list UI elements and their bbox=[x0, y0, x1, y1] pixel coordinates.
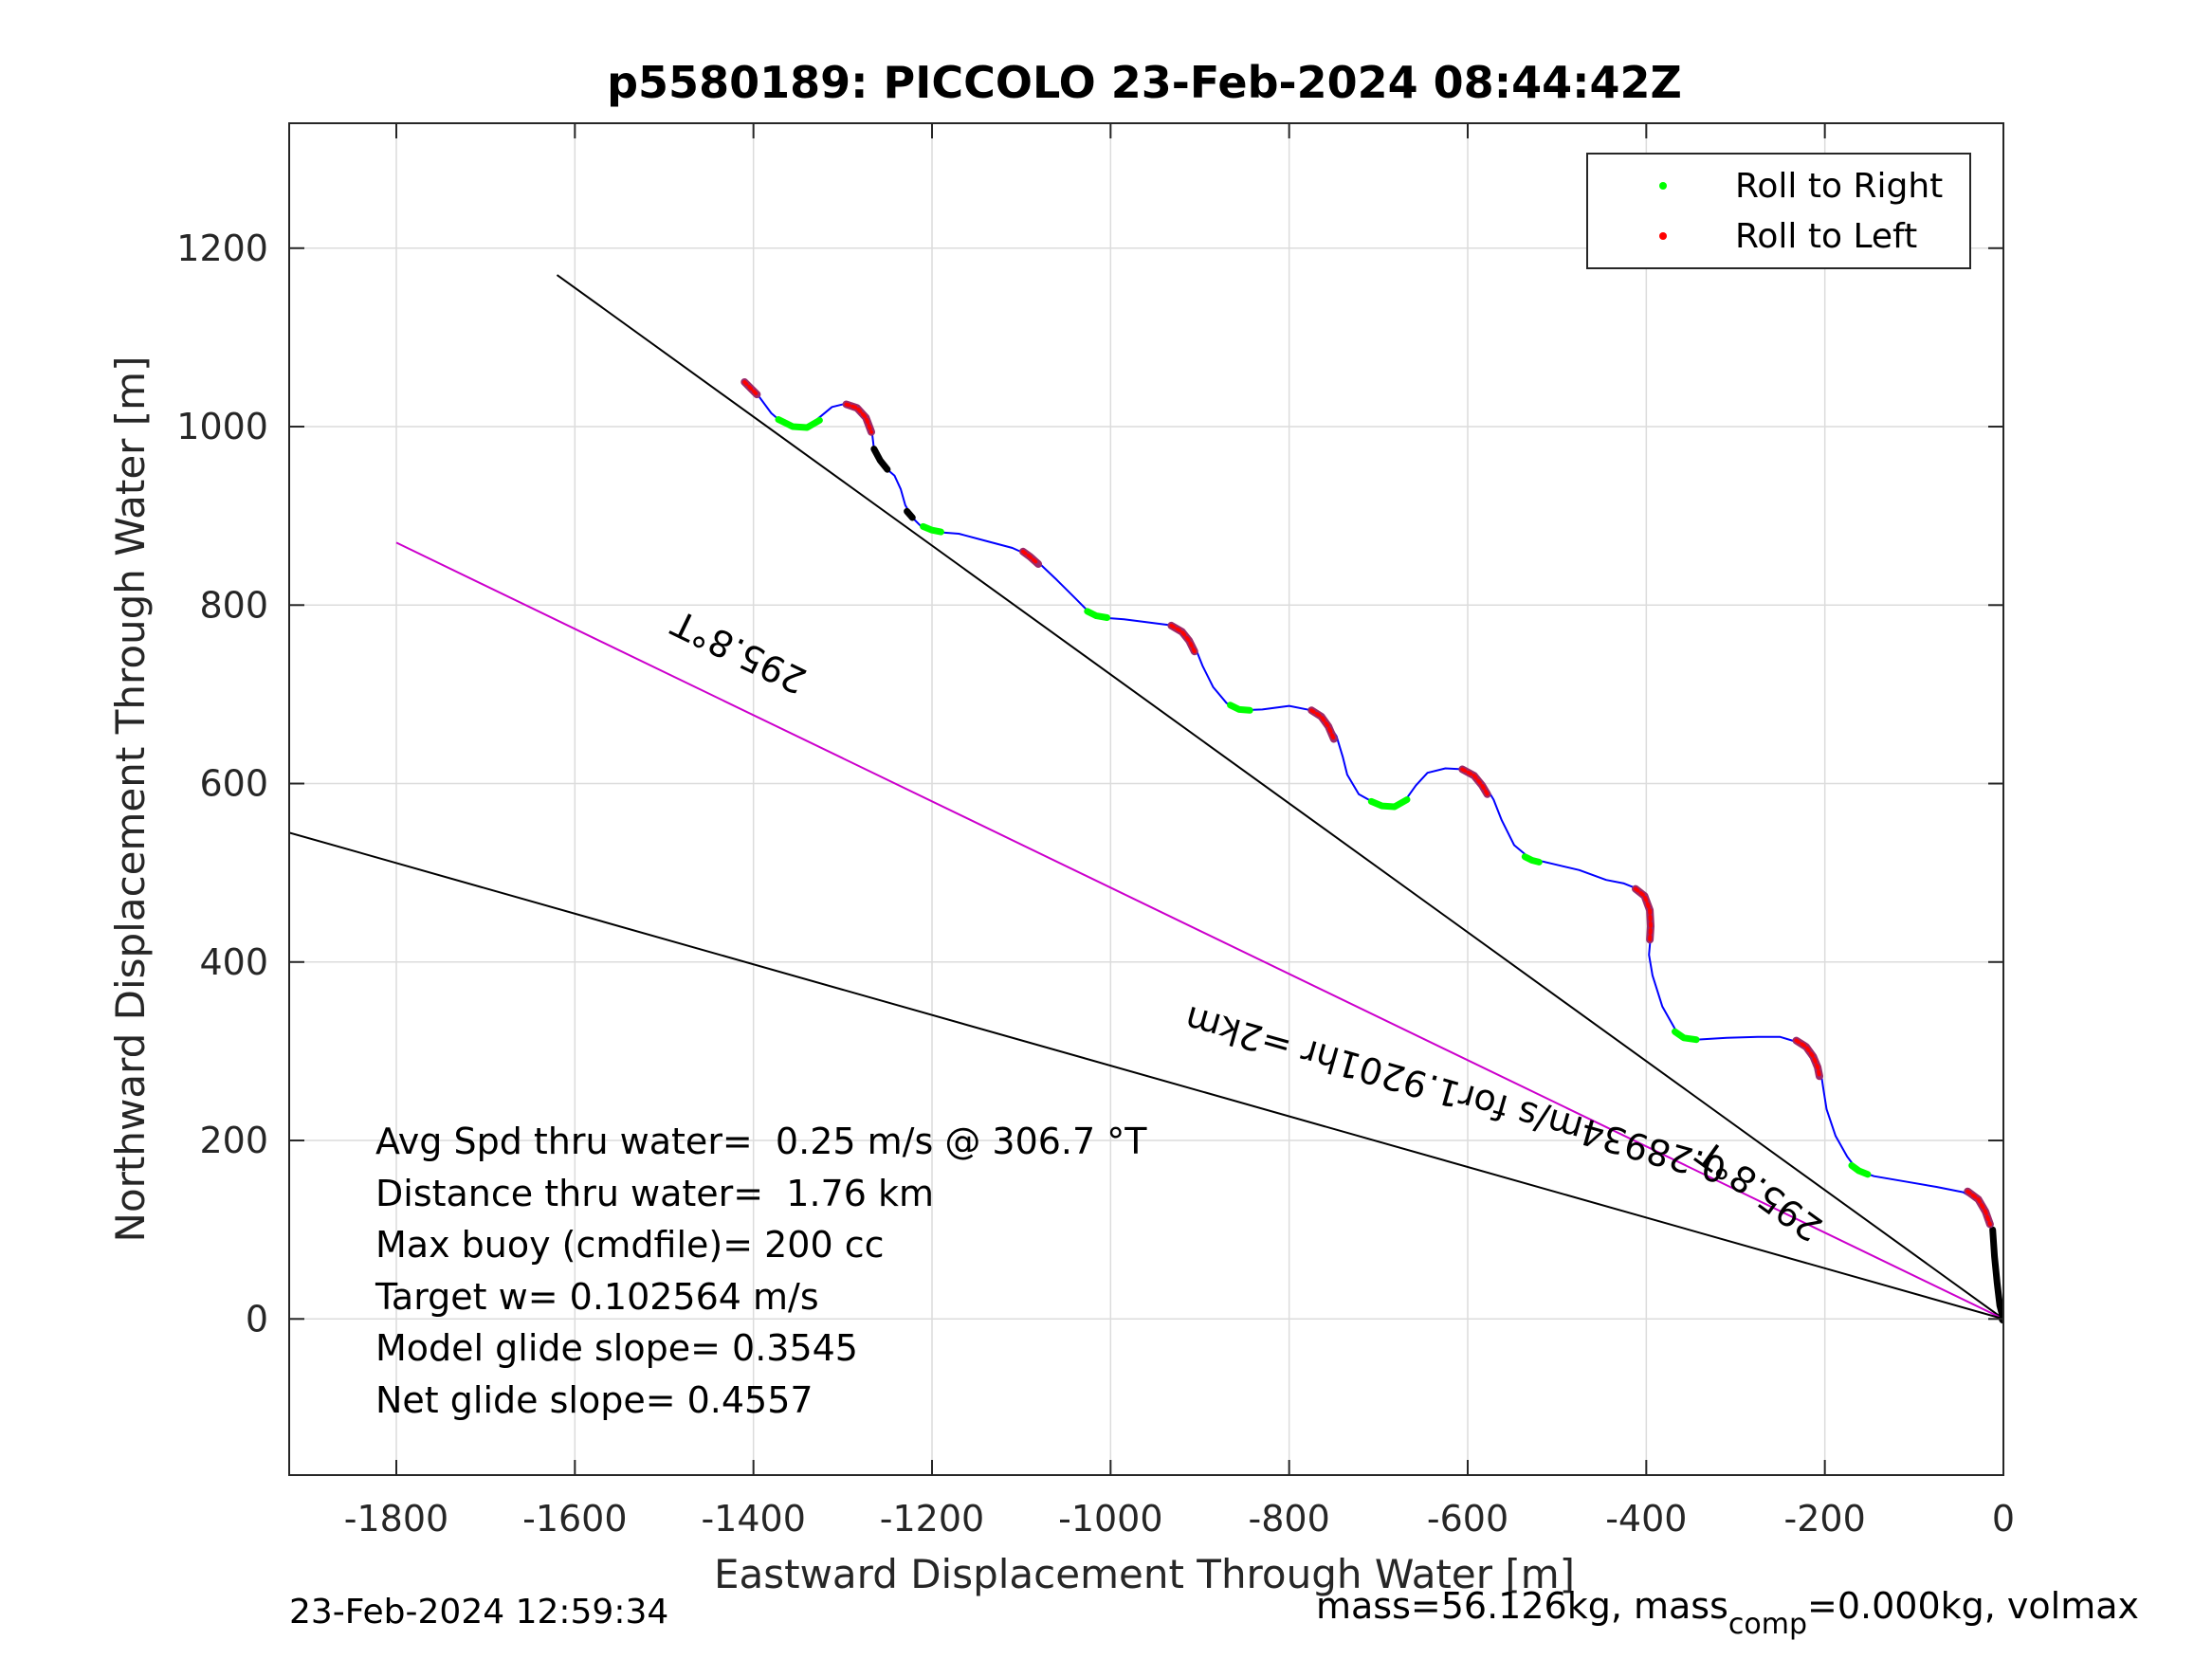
roll-to-right-arc bbox=[920, 522, 944, 536]
x-tick-label: -1000 bbox=[1058, 1498, 1162, 1540]
roll-to-right-arc bbox=[1227, 702, 1253, 714]
chart-title: p5580189: PICCOLO 23-Feb-2024 08:44:42Z bbox=[607, 57, 1682, 108]
annotation-target-w: Target w= 0.102564 m/s bbox=[375, 1276, 819, 1318]
axis-ticks bbox=[289, 123, 2004, 1475]
roll-to-left-arc bbox=[1460, 767, 1490, 796]
x-tick-label: -800 bbox=[1249, 1498, 1330, 1540]
roll-arcs-layer bbox=[740, 378, 2003, 1322]
stats-annotations: Avg Spd thru water= 0.25 m/s @ 306.7 °T … bbox=[375, 1121, 1147, 1421]
plot-content bbox=[289, 274, 2003, 1324]
roll-to-right-arc bbox=[1848, 1161, 1872, 1178]
x-tick-labels: -1800 -1600 -1400 -1200 -1000 -800 -600 -400 -20… bbox=[344, 1498, 2015, 1540]
x-tick-label: -600 bbox=[1427, 1498, 1508, 1540]
x-tick-label: -1600 bbox=[522, 1498, 627, 1540]
x-tick-label: -200 bbox=[1784, 1498, 1866, 1540]
black-track-segment bbox=[904, 507, 916, 521]
footer-timestamp: 23-Feb-2024 12:59:34 bbox=[289, 1593, 668, 1632]
legend-label-left: Roll to Left bbox=[1735, 217, 1917, 256]
roll-to-left-arc bbox=[1309, 708, 1336, 741]
roll-to-right-arc bbox=[1367, 796, 1411, 811]
x-tick-label: -1200 bbox=[880, 1498, 984, 1540]
roll-to-right-arc bbox=[1084, 608, 1111, 621]
y-tick-label: 0 bbox=[246, 1298, 268, 1340]
roll-to-left-arc bbox=[844, 402, 873, 434]
x-tick-label: 0 bbox=[1992, 1498, 2015, 1540]
roll-to-right-arc bbox=[1672, 1028, 1700, 1044]
footer-mass: mass=56.126kg, masscomp=0.000kg, volmax bbox=[1316, 1585, 2139, 1641]
annotation-model-glide: Model glide slope= 0.3545 bbox=[375, 1327, 858, 1369]
roll-to-left-arc bbox=[1965, 1189, 1992, 1227]
y-axis-label: Northward Displacement Through Water [m] bbox=[107, 356, 154, 1243]
legend-label-right: Roll to Right bbox=[1735, 167, 1943, 206]
reference-line bbox=[289, 831, 2003, 1321]
annotation-max-buoy: Max buoy (cmdfile)= 200 cc bbox=[375, 1224, 885, 1266]
roll-to-left-arc bbox=[742, 380, 759, 397]
roll-to-left-arc bbox=[1169, 623, 1197, 654]
legend: Roll to Right Roll to Left bbox=[1586, 153, 1971, 269]
y-tick-label: 800 bbox=[199, 584, 268, 626]
black-track-segment bbox=[1989, 1226, 2003, 1322]
roll-to-left-arc bbox=[1021, 549, 1041, 566]
annotation-distance: Distance thru water= 1.76 km bbox=[375, 1173, 934, 1214]
x-tick-label: -400 bbox=[1605, 1498, 1687, 1540]
legend-marker-right bbox=[1659, 182, 1667, 190]
y-tick-label: 200 bbox=[199, 1120, 268, 1161]
annotation-avg-speed: Avg Spd thru water= 0.25 m/s @ 306.7 °T bbox=[375, 1121, 1147, 1162]
grid-lines bbox=[289, 123, 2004, 1475]
y-tick-labels: 0 200 400 600 800 1000 1200 bbox=[176, 228, 268, 1340]
y-tick-label: 400 bbox=[199, 941, 268, 983]
reference-line bbox=[556, 274, 2003, 1321]
roll-to-left-arc bbox=[1634, 886, 1653, 942]
x-tick-label: -1400 bbox=[701, 1498, 805, 1540]
x-axis-label: Eastward Displacement Through Water [m] bbox=[714, 1551, 1575, 1597]
roll-to-left-arc bbox=[1794, 1038, 1821, 1079]
plot-frame bbox=[288, 122, 2004, 1476]
roll-to-right-arc bbox=[775, 416, 823, 431]
x-tick-label: -1800 bbox=[344, 1498, 448, 1540]
y-tick-label: 1200 bbox=[176, 228, 268, 269]
legend-marker-left bbox=[1659, 232, 1667, 240]
reference-line bbox=[395, 541, 2003, 1321]
roll-to-right-arc bbox=[1521, 853, 1543, 866]
y-tick-label: 1000 bbox=[176, 406, 268, 447]
annotation-net-glide: Net glide slope= 0.4557 bbox=[375, 1379, 814, 1421]
legend-box bbox=[1586, 153, 1971, 269]
y-tick-label: 600 bbox=[199, 763, 268, 805]
reference-lines bbox=[289, 274, 2003, 1321]
plot-area bbox=[289, 123, 2003, 1475]
black-track-segment bbox=[870, 446, 891, 473]
